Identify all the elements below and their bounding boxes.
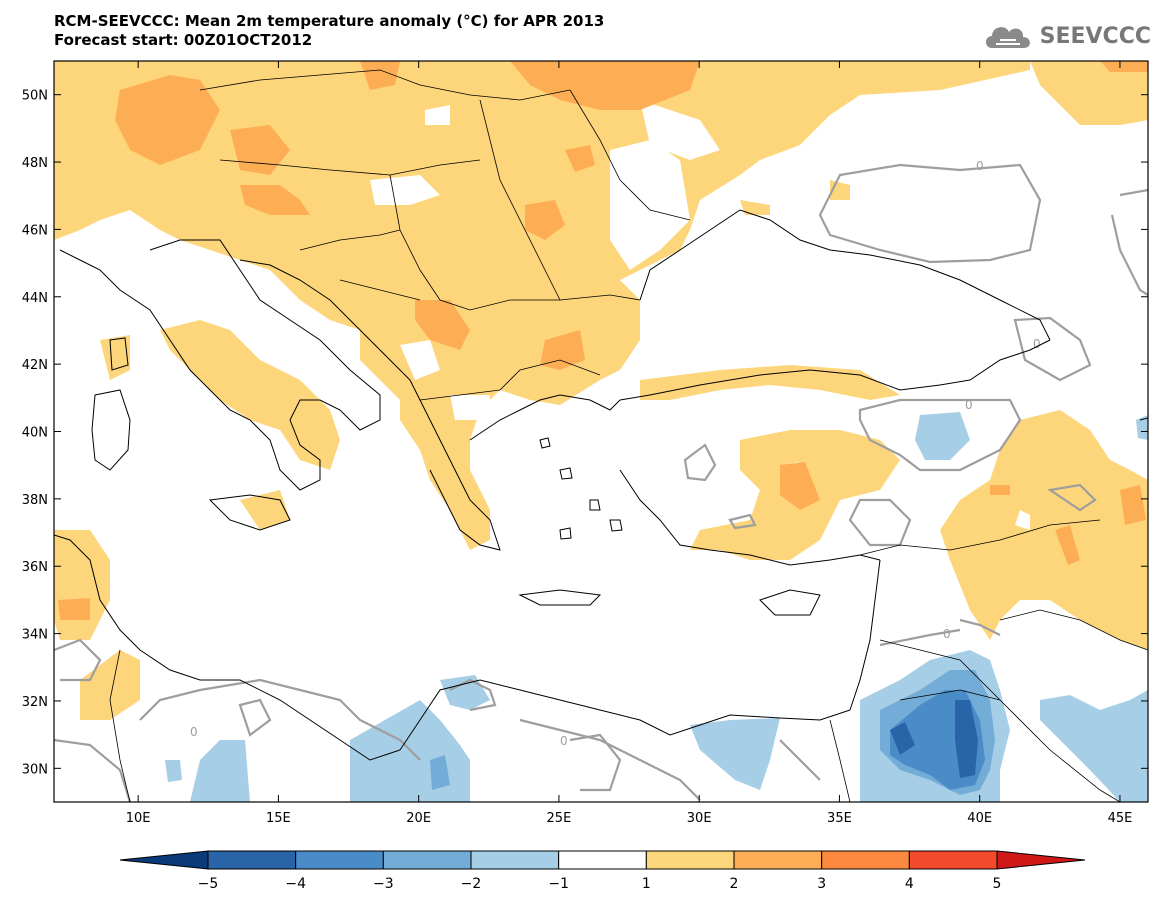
longitude-axis: 10E 15E 20E 25E 30E 35E 40E 45E [126,61,1133,826]
colorbar-label: −3 [373,876,394,892]
colorbar-label: −4 [285,876,306,892]
lat-tick-label: 40N [22,426,48,441]
colorbar-label: −1 [548,876,569,892]
colorbar-swatch [207,850,297,870]
colorbar: −5 −4 −3 −2 −1 1 2 3 4 5 [119,850,1086,892]
colorbar-label: 5 [993,876,1002,892]
colorbar-label: −2 [461,876,482,892]
lon-tick-label: 10E [126,811,151,826]
warm-anomaly-1-2 [54,61,1148,720]
lon-tick-label: 35E [827,811,852,826]
colorbar-swatch [382,850,472,870]
contour-label: 0 [943,627,951,641]
lat-tick-label: 44N [22,291,48,306]
lon-tick-label: 15E [266,811,291,826]
zero-contours [54,163,1148,802]
cloud-icon [985,27,1030,48]
lat-tick-label: 34N [22,628,48,643]
contour-label: 0 [560,734,568,748]
colorbar-label: 4 [905,876,914,892]
warm-anomaly-2-3 [58,61,1148,620]
colorbar-label: 3 [817,876,826,892]
lat-tick-label: 46N [22,223,48,238]
map-title: RCM-SEEVCCC: Mean 2m temperature anomaly… [54,12,604,50]
colorbar-swatch [295,850,384,870]
lon-tick-label: 40E [967,811,992,826]
title-line-1: RCM-SEEVCCC: Mean 2m temperature anomaly… [54,12,605,30]
colorbar-swatch [908,850,998,870]
country-borders [109,69,1148,802]
logo-text: SEEVCCC [1039,23,1151,49]
colorbar-min-arrow [119,850,209,870]
near-zero-holes [370,100,1030,530]
contour-label: 0 [190,725,198,739]
contour-label: 0 [965,398,973,412]
lat-tick-label: 30N [22,762,48,777]
colorbar-swatch [558,850,647,870]
colorbar-swatch [645,850,735,870]
lat-tick-label: 50N [22,89,48,104]
lon-tick-label: 25E [547,811,572,826]
colorbar-label: 2 [730,876,739,892]
title-line-2: Forecast start: 00Z01OCT2012 [54,31,313,49]
lat-tick-label: 32N [22,695,48,710]
colorbar-swatch [821,850,910,870]
seevccc-logo: SEEVCCC [982,20,1151,52]
lat-tick-label: 38N [22,493,48,508]
lat-tick-label: 36N [22,560,48,575]
lon-tick-label: 30E [687,811,712,826]
contour-labels: 0 0 0 0 0 0 [190,159,1041,748]
colorbar-max-arrow [996,850,1086,870]
colorbar-swatch [733,850,823,870]
lon-tick-label: 45E [1108,811,1133,826]
contour-label: 0 [1033,337,1041,351]
lat-tick-label: 42N [22,358,48,373]
lat-tick-label: 48N [22,156,48,171]
coastlines [54,209,1148,761]
colorbar-label: 1 [642,876,651,892]
cold-anomaly-m4-m5 [890,700,978,778]
colorbar-swatch [470,850,560,870]
latitude-axis: 50N 48N 46N 44N 42N 40N 38N 36N 34N 32N 30N [22,89,1148,777]
contour-label: 0 [976,159,984,173]
lon-tick-label: 20E [406,811,431,826]
colorbar-label: −5 [198,876,219,892]
